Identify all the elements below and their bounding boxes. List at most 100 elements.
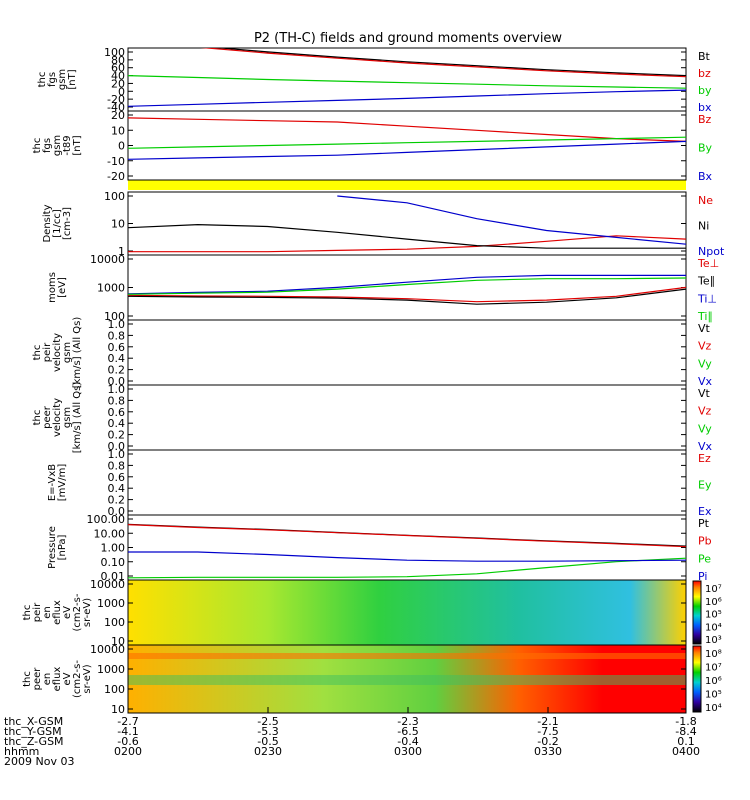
y-axis-label-line: thc xyxy=(32,410,43,426)
panel-frame xyxy=(127,514,687,581)
panel-temperature: 10000 1000 100 moms [eV] Te⊥ Te∥ Ti⊥ Ti∥ xyxy=(47,253,719,323)
y-tick-label: 1000 xyxy=(97,597,125,610)
y-tick-label: 0.6 xyxy=(108,406,126,419)
y-axis-label: Density [1/cc] [cm-3] xyxy=(42,204,73,242)
y-axis-label-line: sr-eV) xyxy=(82,664,93,693)
x-tick-label-z: 0.1 xyxy=(677,735,695,748)
y-tick-label: 0 xyxy=(118,140,125,153)
y-axis-label: thc fgs gsm -t89 [nT] xyxy=(32,135,83,156)
colorbar-label: 10⁴ xyxy=(705,703,722,714)
y-axis-label-line: Density xyxy=(42,204,53,242)
legend-Vy: Vy xyxy=(698,422,712,435)
x-tick-label-x: -2.1 xyxy=(537,715,558,728)
series-line-Te∥ xyxy=(128,288,686,305)
y-axis-label-line: eV xyxy=(62,672,73,685)
y-axis-label: thc peer velocity gsm [km/s] (All Qs) xyxy=(32,382,83,454)
y-tick-label: 40 xyxy=(111,70,125,83)
y-axis-label-line: (cm2-s- xyxy=(72,593,83,631)
x-tick-label-x: -2.7 xyxy=(117,715,138,728)
y-axis-label-line: (cm2-s- xyxy=(72,660,83,698)
legend-Ti⊥: Ti⊥ xyxy=(697,292,717,305)
x-tick-label-z: -0.5 xyxy=(257,735,278,748)
x-tick-label-y: -8.4 xyxy=(675,725,696,738)
y-axis-label: thc peir en eflux eV (cm2-s-sr-eV) xyxy=(22,593,93,631)
y-axis-label-line: velocity xyxy=(52,333,63,372)
y-tick-label: 100.00 xyxy=(87,513,126,526)
series-line-Bx xyxy=(128,140,686,160)
y-tick-label: 10 xyxy=(111,124,125,137)
y-axis-label-line: moms xyxy=(47,272,58,303)
series-line-bz xyxy=(200,48,686,78)
y-axis-label-line: fgs xyxy=(47,72,58,87)
y-tick-label: 0.6 xyxy=(108,341,126,354)
x-tick-label-z: -0.2 xyxy=(537,735,558,748)
y-axis-label-line: [cm-3] xyxy=(62,207,73,240)
colorbar-label: 10⁵ xyxy=(705,690,722,701)
series-line-Ti∥ xyxy=(128,277,686,295)
series-line-By xyxy=(128,136,686,149)
y-axis-label-line: -t89 xyxy=(62,135,73,155)
y-tick-label: 0.0 xyxy=(108,505,126,518)
x-tick-label-time: 0330 xyxy=(534,745,562,758)
legend-Pe: Pe xyxy=(698,552,711,565)
x-tick-label-time: 0230 xyxy=(254,745,282,758)
y-tick-label: 1000 xyxy=(97,282,125,295)
y-tick-label: 10000 xyxy=(90,253,125,266)
y-tick-label: -20 xyxy=(107,93,125,106)
legend-Vx: Vx xyxy=(698,440,713,453)
x-tick-label-x: -1.8 xyxy=(675,715,696,728)
panel-efield: 1.00.80.60.40.20.0 E=-VxB [mV/m] Ez Ey Ex xyxy=(47,448,712,518)
series-line-Pe xyxy=(128,557,686,579)
legend-Ne: Ne xyxy=(698,194,713,207)
y-tick-label: 0.0 xyxy=(108,440,126,453)
y-tick-label: 100 xyxy=(104,46,125,59)
y-tick-label: 100 xyxy=(104,190,125,203)
panel-peer_spec: 10⁸ 10⁷ 10⁶ 10⁵ 10⁴ 10000 1000 100 10 thc peer en ef… xyxy=(22,643,722,716)
x-tick-label-z: -0.4 xyxy=(397,735,418,748)
y-tick-label: 10000 xyxy=(90,643,125,656)
legend-Vt: Vt xyxy=(698,387,711,400)
x-tick-label-x: -2.5 xyxy=(257,715,278,728)
y-axis-label-line: thc xyxy=(37,72,48,88)
colorbar xyxy=(692,580,702,645)
y-axis-label-line: peer xyxy=(32,667,43,691)
y-axis-label-line: peer xyxy=(42,405,53,429)
series-line-Te⊥ xyxy=(128,286,686,303)
legend-Ex: Ex xyxy=(698,505,712,518)
y-axis-label-line: [nT] xyxy=(67,69,78,89)
y-axis-label-line: [eV] xyxy=(57,277,68,298)
y-tick-label: 0.01 xyxy=(101,570,126,583)
y-tick-label: 100 xyxy=(104,616,125,629)
y-tick-label: 1.00 xyxy=(101,542,126,555)
series-line-Bt xyxy=(214,48,686,77)
colorbar-label: 10⁸ xyxy=(705,649,722,660)
y-axis-label-line: peir xyxy=(42,342,53,362)
y-tick-label: 0.10 xyxy=(101,556,126,569)
y-tick-label: 0.0 xyxy=(108,375,126,388)
legend-By: By xyxy=(698,142,713,155)
y-axis-label-line: velocity xyxy=(52,398,63,437)
legend-bx: bx xyxy=(698,101,712,114)
y-axis-label-line: [nPa] xyxy=(57,534,68,560)
y-axis-label-line: eflux xyxy=(52,667,63,692)
y-axis-label-line: fgs xyxy=(42,138,53,153)
y-axis-label-line: eV xyxy=(62,606,73,619)
y-axis-label: Pressure [nPa] xyxy=(47,526,68,569)
y-axis-label-line: en xyxy=(42,606,53,619)
y-tick-label: -40 xyxy=(107,101,125,114)
y-axis-label: thc peer en eflux eV (cm2-s-sr-eV) xyxy=(22,660,93,698)
legend-Pb: Pb xyxy=(698,535,712,548)
spectrogram-fill xyxy=(128,580,686,645)
y-tick-label: 10 xyxy=(111,703,125,716)
legend-Ni: Ni xyxy=(698,220,709,233)
y-axis-label-line: thc xyxy=(22,605,33,621)
y-tick-label: 0 xyxy=(118,85,125,98)
y-axis-label-line: [nT] xyxy=(72,135,83,155)
y-axis-label-line: [km/s] (All Qs) xyxy=(72,317,83,389)
y-axis-label-line: gsm xyxy=(52,135,63,156)
y-tick-label: 0.6 xyxy=(108,471,126,484)
panel-fgs_gsm_t89: 20 10 0 -10 -20 thc fgs gsm -t89 [nT] Bz By Bx xyxy=(32,109,713,183)
